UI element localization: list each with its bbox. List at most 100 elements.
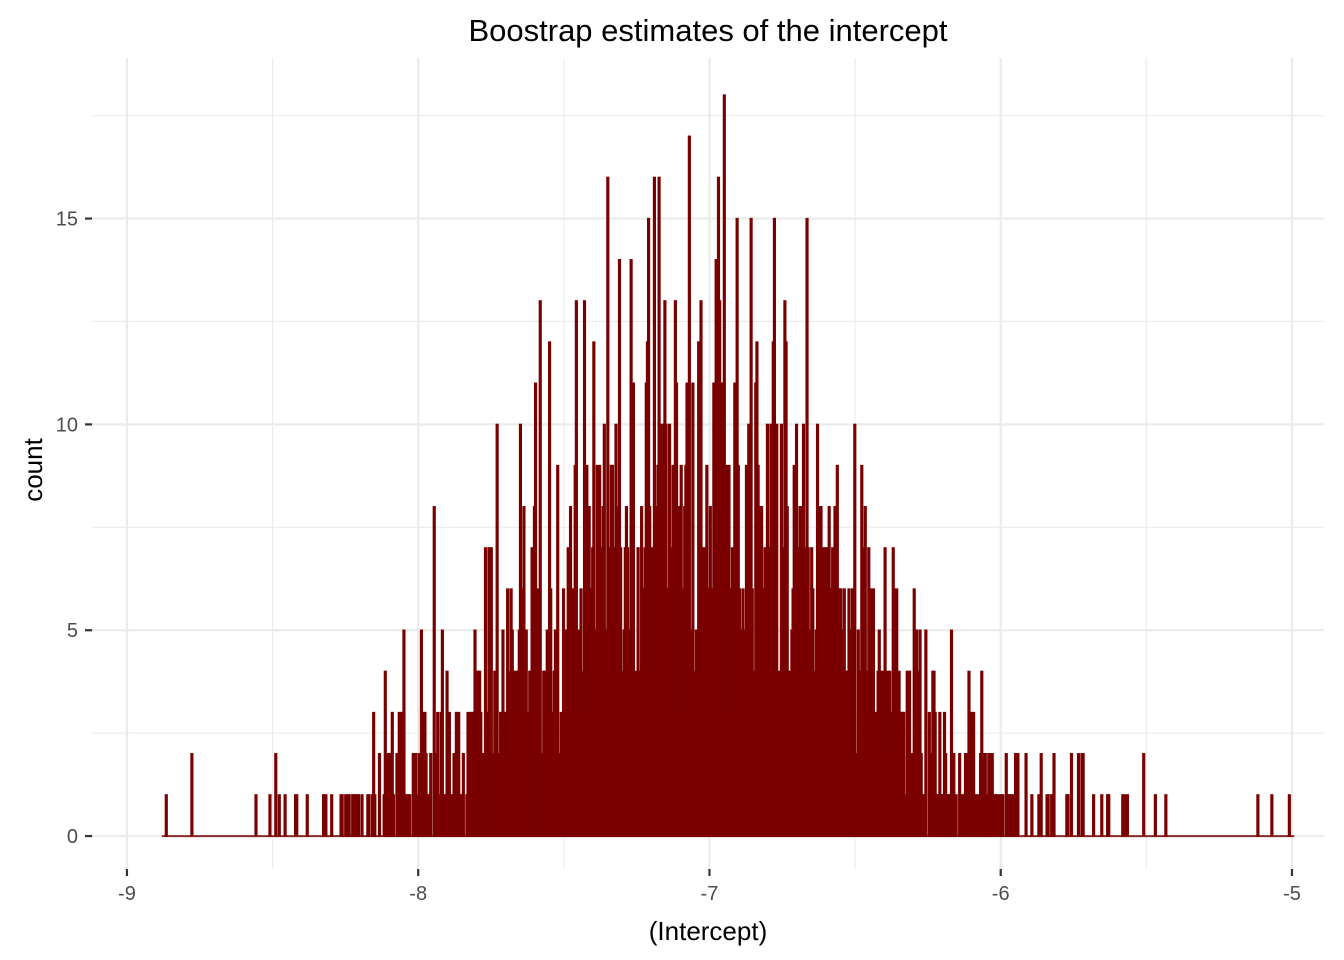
histogram-bar (402, 629, 406, 837)
histogram-bar (432, 506, 436, 837)
histogram-bar (1256, 794, 1260, 837)
histogram-bar (466, 711, 470, 837)
histogram-bar (397, 711, 401, 837)
histogram-bar (330, 794, 334, 837)
histogram-bar (1107, 794, 1111, 837)
histogram-bar (448, 794, 453, 837)
axis-ticks (85, 217, 1294, 876)
y-axis-title: count (18, 437, 48, 501)
y-tick-label: 5 (67, 620, 78, 642)
histogram-bar (1011, 794, 1015, 837)
histogram-bar (429, 753, 433, 837)
histogram-bar (493, 670, 497, 837)
histogram-bar (353, 794, 357, 837)
histogram-bar (283, 794, 287, 837)
histogram-bar (1069, 753, 1074, 837)
histogram-bar (324, 794, 328, 837)
histogram-bar (400, 711, 404, 837)
histogram-bar (367, 794, 371, 837)
histogram-bar (344, 794, 348, 837)
histogram-bar (408, 794, 412, 837)
histogram-bar (1037, 794, 1041, 837)
histogram-bar (924, 629, 928, 837)
histogram-bar (1066, 794, 1070, 837)
histogram-bar (347, 794, 351, 837)
histogram-bar (954, 794, 958, 837)
histogram-bar (356, 794, 361, 837)
x-tick-label: -7 (701, 883, 719, 905)
histogram-bar (1121, 794, 1125, 837)
histogram-bar (1001, 794, 1005, 837)
histogram-bar (1092, 794, 1096, 837)
x-tick-label: -9 (118, 883, 136, 905)
histogram-bar (952, 753, 956, 837)
histogram-bar (973, 794, 977, 837)
y-tick-label: 0 (67, 826, 78, 848)
histogram-bar (975, 794, 979, 837)
histogram-bar (415, 794, 419, 837)
histogram-bar (1030, 794, 1034, 837)
x-tick-label: -5 (1283, 883, 1301, 905)
y-tick-label: 10 (56, 414, 78, 436)
histogram-bar (990, 753, 994, 837)
histogram-bar (495, 423, 499, 837)
histogram-bar (983, 753, 987, 837)
histogram-bar (164, 794, 168, 837)
histogram-bar (969, 711, 973, 837)
y-tick-label: 15 (56, 209, 78, 231)
histogram-bar (1016, 753, 1020, 837)
histogram-bar (1076, 753, 1081, 837)
histogram-bar (360, 794, 364, 837)
histogram-bar (305, 794, 309, 837)
histogram-bar (1270, 794, 1274, 837)
tick-labels: -9 -8 -7 -6 -5 0 5 10 15 (56, 209, 1301, 905)
x-tick-label: -8 (409, 883, 427, 905)
histogram-bar (1125, 794, 1129, 837)
histogram-bar (340, 794, 344, 837)
histogram-bar (1004, 753, 1008, 837)
histogram-bar (997, 794, 1001, 837)
histogram-bar (274, 753, 278, 837)
histogram-bar (1052, 753, 1056, 837)
histogram-bar (1153, 794, 1157, 837)
histogram-bar (1287, 794, 1291, 837)
histogram-bar (254, 794, 258, 837)
histogram-bar (1013, 753, 1018, 837)
histogram-bar (1123, 794, 1127, 837)
histogram-bar (1164, 794, 1168, 837)
histogram-bar (1046, 794, 1050, 837)
histogram-bar (1142, 753, 1146, 837)
histogram-bar (426, 794, 430, 837)
histogram-bar (443, 794, 447, 837)
histogram-bar (190, 753, 194, 837)
histogram-bar (391, 794, 396, 837)
histogram-bar (1024, 753, 1028, 837)
histogram-bar (960, 794, 964, 837)
histogram-bar (461, 753, 465, 837)
histogram-bar (377, 753, 382, 837)
histogram-bar (437, 794, 441, 837)
histogram-bar (373, 794, 377, 837)
histogram-bar (295, 794, 299, 837)
histogram-bar (995, 794, 999, 837)
x-tick-label: -6 (992, 883, 1010, 905)
histogram-bar (321, 794, 326, 837)
histogram-bar (1100, 794, 1104, 837)
histogram-bar (940, 794, 944, 837)
histogram-bar (1039, 753, 1043, 837)
histogram-bar (853, 423, 857, 837)
histogram-bar (395, 753, 399, 837)
histogram-bars (161, 94, 1295, 838)
x-axis-title: (Intercept) (649, 916, 768, 946)
histogram-bar (268, 794, 272, 837)
histogram-bar (277, 794, 281, 837)
chart-title: Boostrap estimates of the intercept (468, 13, 947, 48)
histogram-bar (874, 711, 878, 837)
histogram-bar (928, 753, 933, 837)
histogram-bar (1081, 753, 1085, 837)
histogram-bar (1009, 794, 1013, 837)
histogram-bar (538, 300, 542, 837)
histogram-bar (963, 753, 968, 837)
histogram-bar (419, 629, 423, 837)
